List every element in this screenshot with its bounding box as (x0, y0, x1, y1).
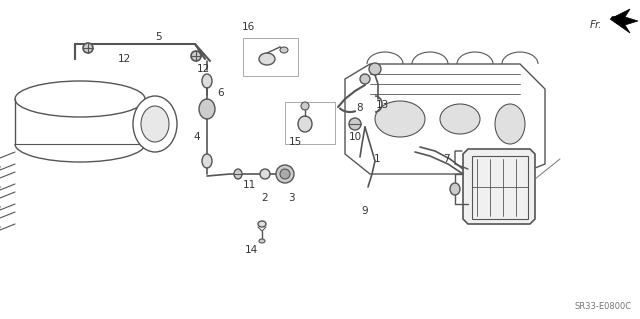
Ellipse shape (258, 221, 266, 227)
Text: 4: 4 (194, 132, 200, 142)
Ellipse shape (191, 51, 201, 61)
Ellipse shape (83, 43, 93, 53)
Ellipse shape (450, 183, 460, 195)
Ellipse shape (280, 47, 288, 53)
Text: 14: 14 (245, 245, 258, 256)
Bar (243, 38, 298, 76)
Ellipse shape (276, 165, 294, 183)
Ellipse shape (298, 116, 312, 132)
Ellipse shape (259, 53, 275, 65)
Text: 8: 8 (356, 103, 363, 114)
Polygon shape (463, 149, 535, 224)
Text: 11: 11 (243, 180, 256, 190)
Text: 10: 10 (349, 132, 362, 142)
Polygon shape (610, 9, 638, 33)
Polygon shape (345, 64, 545, 174)
Ellipse shape (375, 101, 425, 137)
Ellipse shape (301, 102, 309, 110)
Text: 2: 2 (261, 193, 268, 203)
Ellipse shape (360, 74, 370, 84)
Ellipse shape (260, 169, 270, 179)
Text: 6: 6 (218, 87, 224, 98)
Ellipse shape (202, 74, 212, 88)
Text: SR33-E0800C: SR33-E0800C (575, 302, 632, 311)
Text: 7: 7 (444, 154, 450, 165)
Ellipse shape (495, 104, 525, 144)
Ellipse shape (369, 63, 381, 75)
Ellipse shape (440, 104, 480, 134)
Ellipse shape (202, 154, 212, 168)
Bar (285, 102, 335, 144)
Ellipse shape (15, 81, 145, 117)
Ellipse shape (133, 96, 177, 152)
Text: 12: 12 (197, 63, 210, 74)
Text: 13: 13 (376, 100, 389, 110)
Text: 1: 1 (374, 154, 381, 165)
Text: 3: 3 (288, 193, 294, 203)
Ellipse shape (280, 169, 290, 179)
Ellipse shape (141, 106, 169, 142)
Ellipse shape (349, 118, 361, 130)
Text: Fr.: Fr. (590, 20, 602, 30)
Ellipse shape (259, 239, 265, 243)
Text: 9: 9 (362, 205, 368, 216)
Text: 12: 12 (118, 54, 131, 64)
Text: 15: 15 (289, 137, 302, 147)
Ellipse shape (199, 99, 215, 119)
Bar (472, 156, 528, 219)
Ellipse shape (234, 169, 242, 179)
Text: 5: 5 (156, 32, 162, 42)
Text: 16: 16 (242, 22, 255, 32)
